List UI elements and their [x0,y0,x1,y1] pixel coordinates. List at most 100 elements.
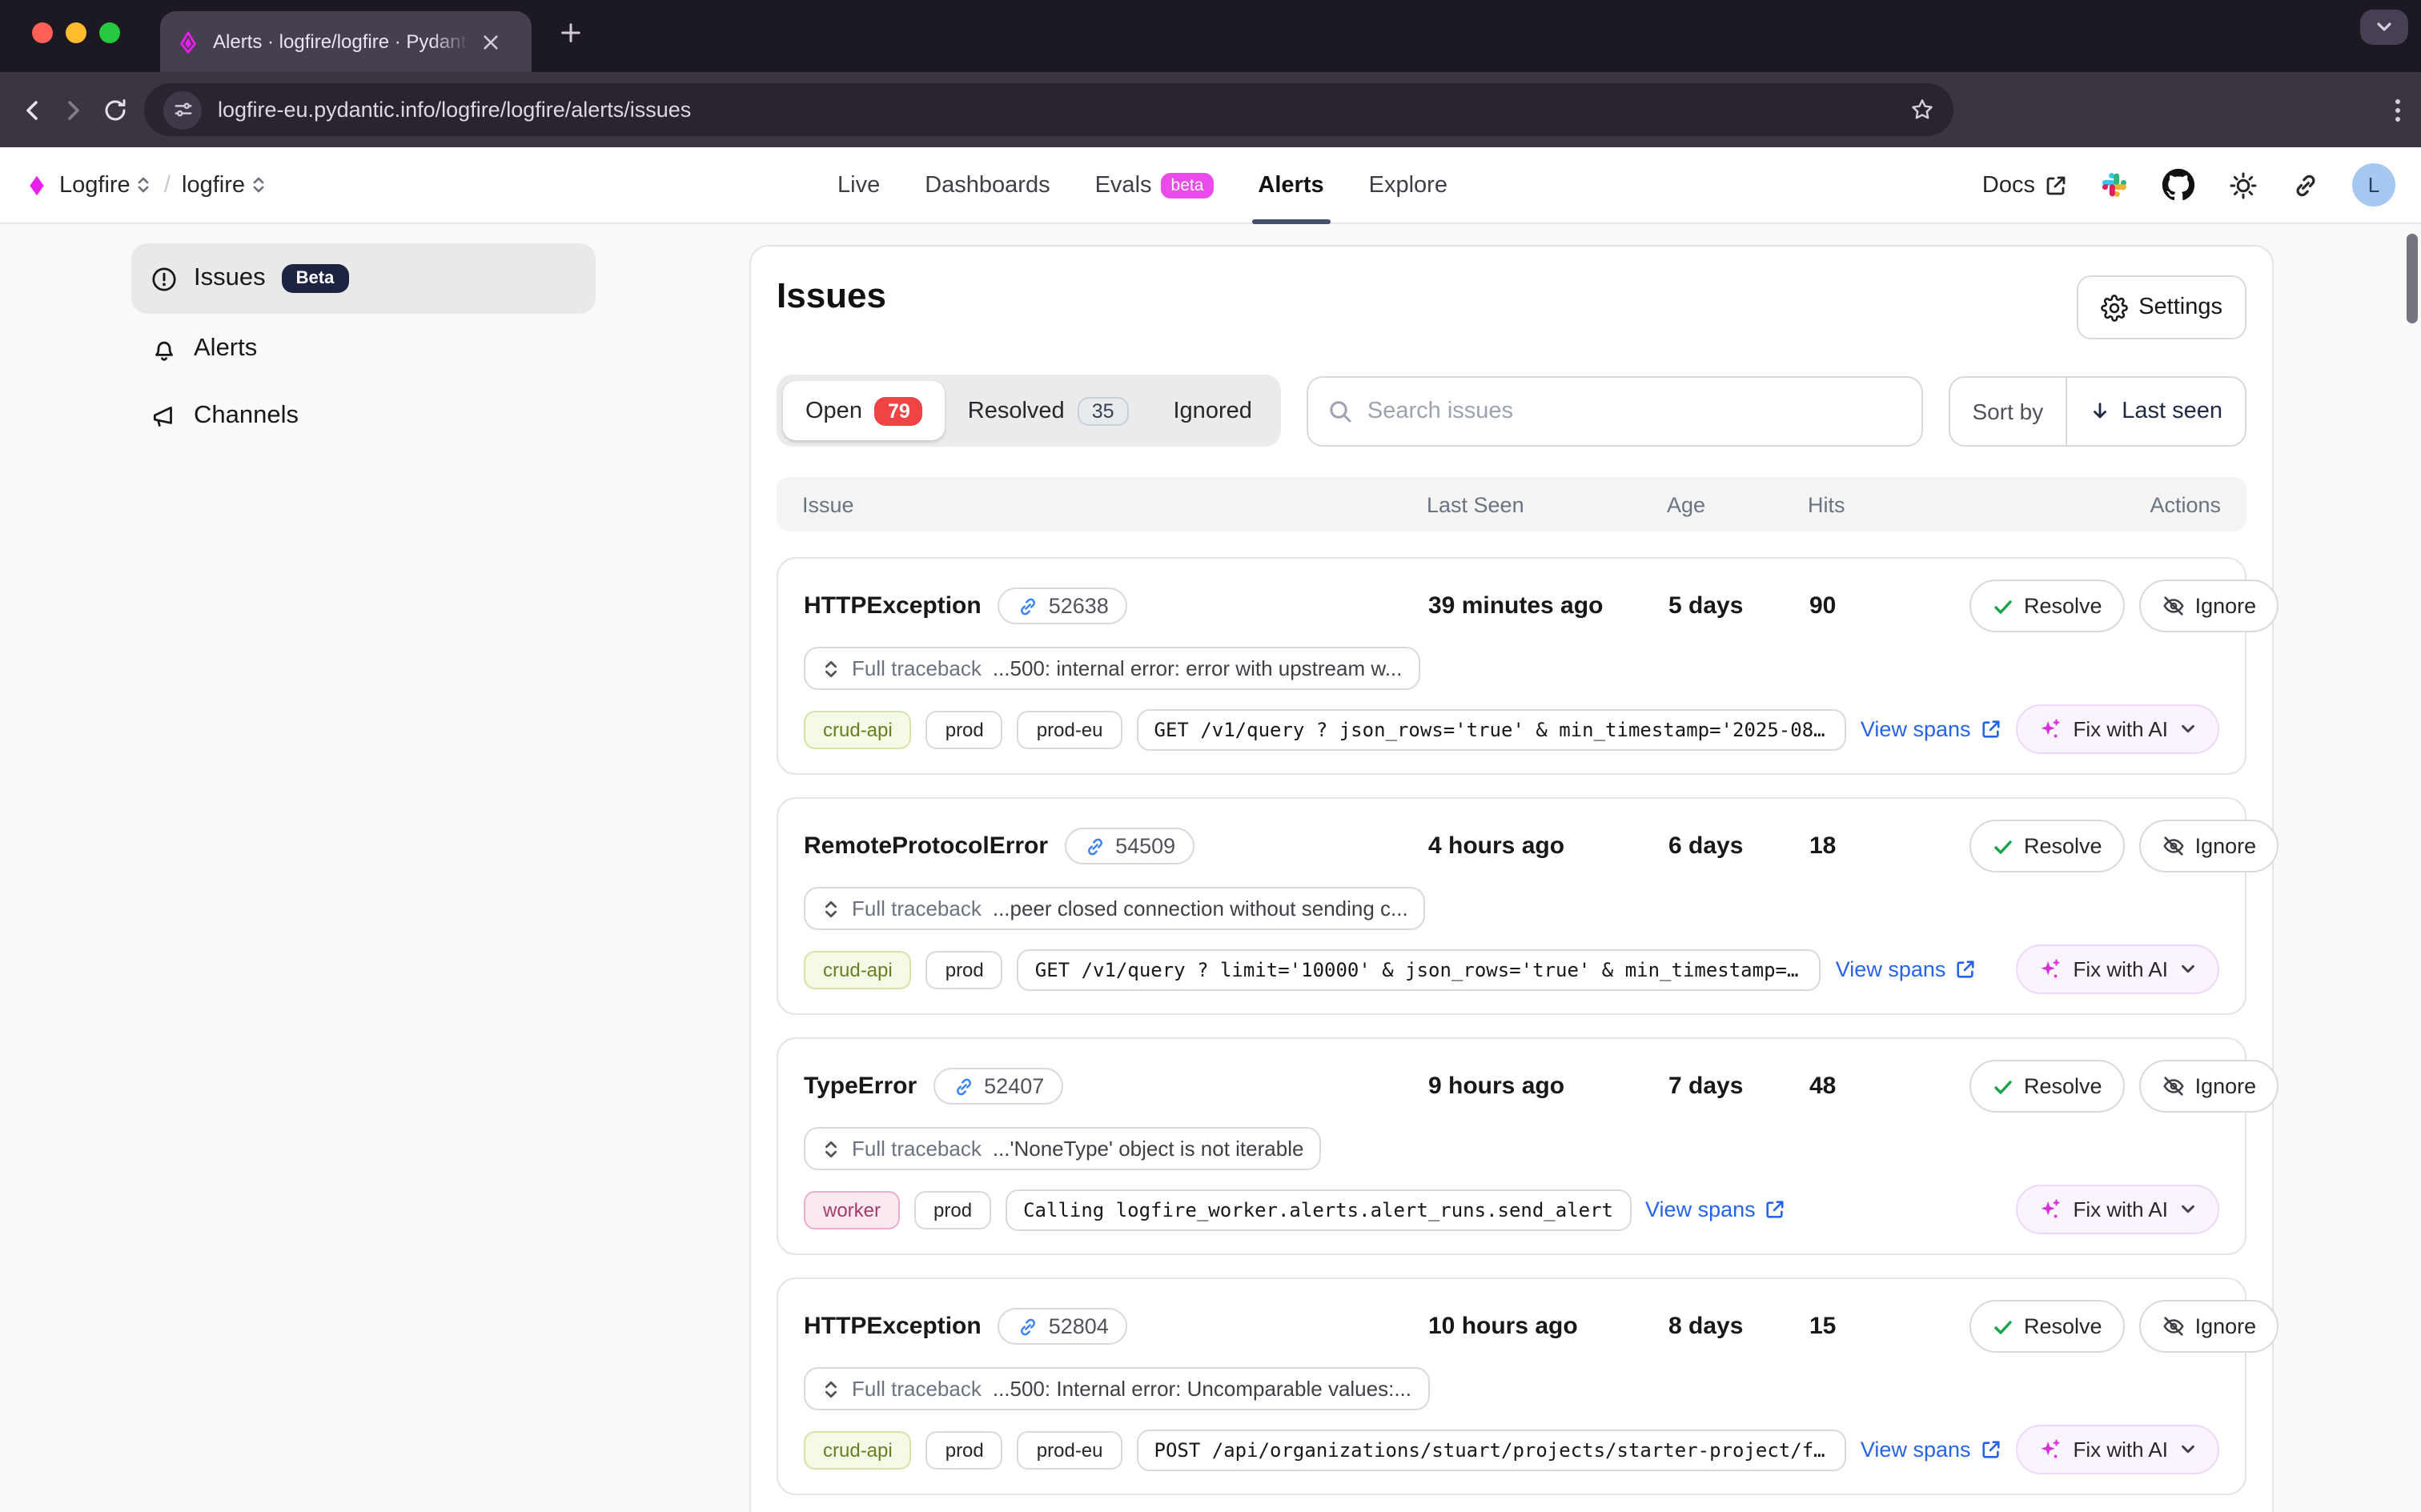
eye-off-icon [2162,834,2186,858]
sidebar-item-issues[interactable]: Issues Beta [131,243,596,314]
sidebar: Issues Beta Alerts Channels [131,243,596,451]
zoom-window-button[interactable] [99,22,120,43]
browser-menu-icon[interactable] [2394,97,2402,122]
chevron-down-icon [2375,18,2394,37]
chevrons-up-down-icon [250,176,267,194]
issue-id-pill[interactable]: 54509 [1064,828,1195,864]
chevrons-up-down-icon [821,1139,841,1158]
age-value: 8 days [1668,1313,1744,1340]
issue-name[interactable]: TypeError [804,1073,917,1100]
resolve-button[interactable]: Resolve [1969,1060,2125,1113]
eye-off-icon [2162,1074,2186,1098]
resolve-button[interactable]: Resolve [1969,1300,2125,1353]
sidebar-item-channels[interactable]: Channels [131,384,596,448]
tab-open[interactable]: Open 79 [783,381,946,440]
issue-row: HTTPException 52804 10 hours ago 8 days … [777,1277,2279,1495]
nav-explore[interactable]: Explore [1368,173,1447,199]
full-traceback-toggle[interactable]: Full traceback ...500: internal error: e… [804,647,1420,690]
traceback-message: ...peer closed connection without sendin… [992,896,1408,920]
user-avatar[interactable]: L [2352,163,2395,207]
resolve-button[interactable]: Resolve [1969,820,2125,872]
address-bar[interactable]: logfire-eu.pydantic.info/logfire/logfire… [144,83,1953,136]
close-window-button[interactable] [32,22,53,43]
fix-with-ai-button[interactable]: Fix with AI [2015,1425,2219,1474]
org-selector[interactable]: Logfire [59,172,153,198]
issue-id-pill[interactable]: 52638 [997,588,1128,624]
minimize-window-button[interactable] [66,22,86,43]
theme-toggle-icon[interactable] [2227,169,2259,201]
tag: prod-eu [1017,1430,1122,1469]
fix-with-ai-button[interactable]: Fix with AI [2015,704,2219,754]
tab-title: Alerts · logfire/logfire · Pydant [213,30,467,53]
fix-with-ai-button[interactable]: Fix with AI [2015,944,2219,994]
issue-name[interactable]: HTTPException [804,1313,982,1340]
ignore-button[interactable]: Ignore [2138,580,2279,632]
view-spans-link[interactable]: View spans [1645,1197,1786,1221]
org-name: Logfire [59,172,130,198]
sort-value-button[interactable]: Last seen [2066,377,2245,444]
view-spans-link[interactable]: View spans [1861,717,2001,741]
external-link-icon [1955,959,1976,980]
forward-button[interactable] [61,97,86,122]
bookmark-star-icon[interactable] [1910,98,1934,122]
tab-search-button[interactable] [2360,10,2408,45]
site-settings-icon[interactable] [163,90,202,129]
nav-dashboards[interactable]: Dashboards [925,173,1050,199]
project-selector[interactable]: logfire [182,172,267,198]
tab-close-icon[interactable] [482,33,500,50]
settings-button[interactable]: Settings [2076,275,2246,339]
external-link-icon [1765,1199,1786,1220]
eye-off-icon [2162,594,2186,618]
nav-live[interactable]: Live [837,173,881,199]
external-link-icon [1981,1439,2001,1460]
issue-name[interactable]: HTTPException [804,592,982,620]
scrollbar-thumb[interactable] [2407,234,2418,323]
tab-ignored[interactable]: Ignored [1151,381,1275,440]
issues-beta-badge: Beta [281,264,349,293]
page-title: Issues [777,275,886,315]
github-icon[interactable] [2162,168,2195,202]
issue-name[interactable]: RemoteProtocolError [804,832,1049,860]
full-traceback-toggle[interactable]: Full traceback ...500: Internal error: U… [804,1367,1429,1410]
chevron-down-icon [2179,1441,2197,1458]
filter-row: Open 79 Resolved 35 Ignored S [777,375,2246,447]
slack-icon[interactable] [2099,170,2130,200]
view-spans-link[interactable]: View spans [1836,957,1977,981]
resolve-button[interactable]: Resolve [1969,580,2125,632]
ignore-button[interactable]: Ignore [2138,1060,2279,1113]
ignore-button[interactable]: Ignore [2138,1300,2279,1353]
col-issue: Issue [802,492,854,516]
new-tab-button[interactable] [559,21,583,45]
navbar-actions: Docs L [1982,163,2395,207]
sparkles-icon [2038,717,2062,741]
view-spans-link[interactable]: View spans [1861,1438,2001,1462]
resolved-count-badge: 35 [1077,396,1129,425]
share-link-icon[interactable] [2291,170,2320,199]
full-traceback-toggle[interactable]: Full traceback ...'NoneType' object is n… [804,1127,1322,1170]
sidebar-item-alerts[interactable]: Alerts [131,317,596,381]
tag: crud-api [804,1430,912,1469]
span-code: Calling logfire_worker.alerts.alert_runs… [1006,1189,1632,1230]
ignore-button[interactable]: Ignore [2138,820,2279,872]
nav-alerts[interactable]: Alerts [1251,147,1331,224]
span-code: GET /v1/query ? limit='10000' & json_row… [1017,949,1821,990]
reload-button[interactable] [102,97,128,122]
browser-tab[interactable]: Alerts · logfire/logfire · Pydant [160,11,532,72]
docs-link[interactable]: Docs [1982,172,2067,198]
hits-value: 18 [1809,832,1837,860]
nav-evals[interactable]: Evals beta [1095,147,1214,224]
tab-resolved[interactable]: Resolved 35 [946,381,1151,440]
check-icon [1992,1075,2014,1097]
back-button[interactable] [19,97,45,122]
age-value: 6 days [1668,832,1744,860]
full-traceback-toggle[interactable]: Full traceback ...peer closed connection… [804,887,1426,930]
page-body: Issues Beta Alerts Channels Issues Setti… [0,224,2421,1512]
url-text[interactable]: logfire-eu.pydantic.info/logfire/logfire… [218,98,692,122]
fix-with-ai-button[interactable]: Fix with AI [2015,1185,2219,1234]
breadcrumb-divider: / [163,171,171,199]
issue-id-pill[interactable]: 52407 [933,1068,1064,1105]
traceback-message: ...'NoneType' object is not iterable [992,1137,1304,1161]
issue-id-pill[interactable]: 52804 [997,1308,1128,1345]
search-input[interactable] [1367,398,1902,423]
site-favicon [176,30,200,54]
